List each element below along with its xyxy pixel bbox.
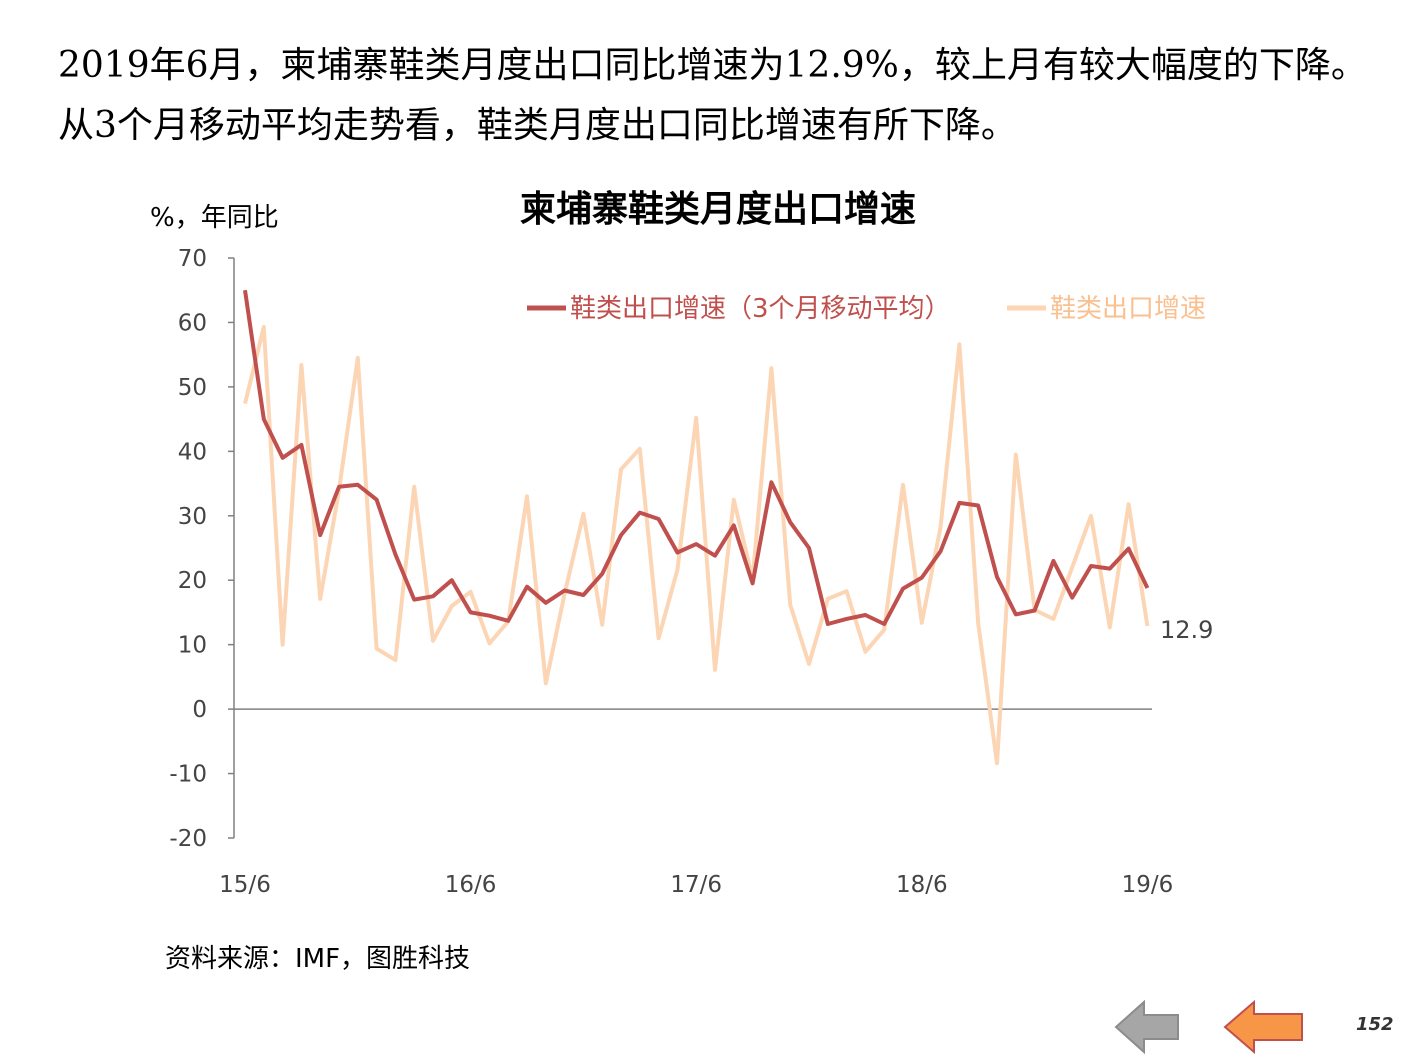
x-tick-label: 16/6	[445, 872, 497, 898]
y-tick-label: 60	[178, 310, 207, 336]
source-note: 资料来源：IMF，图胜科技	[165, 944, 471, 974]
y-tick-label: -20	[169, 826, 207, 852]
x-tick-label: 17/6	[670, 872, 722, 898]
intro-text: 2019年6月，柬埔寨鞋类月度出口同比增速为12.9%，较上月有较大幅度的下降。…	[58, 45, 1367, 146]
y-tick-label: 40	[178, 439, 207, 465]
y-tick-label: 70	[178, 246, 207, 272]
page-number: 152	[1356, 1014, 1394, 1035]
x-tick-label: 18/6	[896, 872, 948, 898]
series-line-moving-average	[243, 289, 1150, 626]
legend-label-moving-average: 鞋类出口增速（3个月移动平均）	[570, 294, 951, 324]
y-tick-label: -10	[169, 762, 207, 788]
x-tick-label: 19/6	[1122, 872, 1174, 898]
legend-label-raw: 鞋类出口增速	[1050, 294, 1206, 324]
y-tick-label: 0	[192, 697, 207, 723]
y-tick-label: 10	[178, 633, 207, 659]
arrow-left-icon	[1223, 999, 1303, 1055]
y-tick-label: 30	[178, 504, 207, 530]
previous-page-button[interactable]	[1222, 998, 1306, 1056]
back-button[interactable]	[1114, 998, 1182, 1056]
y-tick-label: 20	[178, 568, 207, 594]
chart-title: 柬埔寨鞋类月度出口增速	[520, 189, 917, 230]
end-value-label: 12.9	[1160, 616, 1213, 644]
series-line-raw	[243, 325, 1150, 766]
x-tick-label: 15/6	[219, 872, 271, 898]
y-tick-label: 50	[178, 375, 207, 401]
y-axis-unit-label: %，年同比	[150, 203, 279, 233]
arrow-left-icon	[1114, 999, 1179, 1055]
